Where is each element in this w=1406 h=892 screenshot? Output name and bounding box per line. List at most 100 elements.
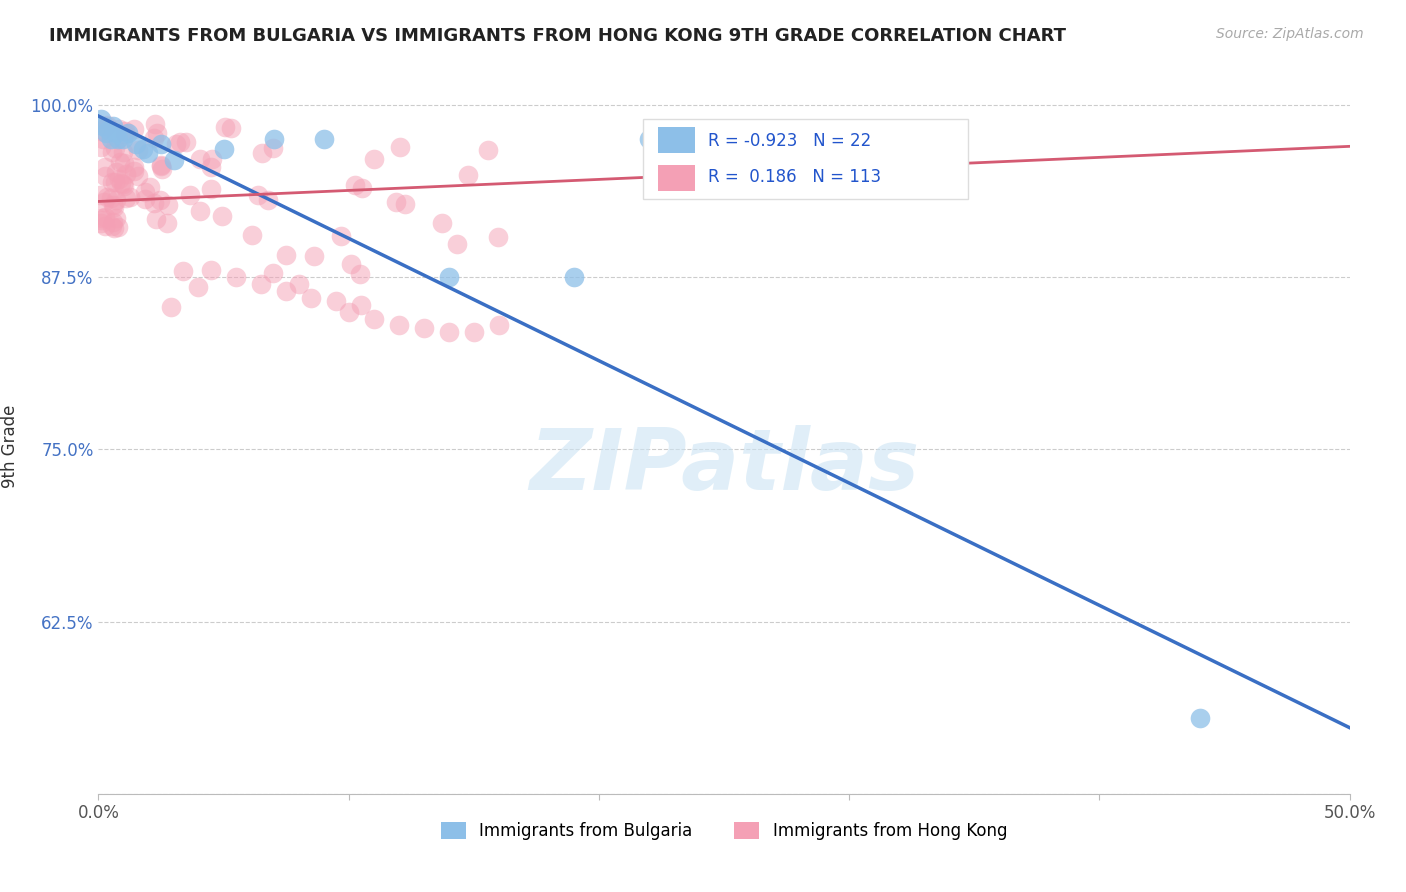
Point bbox=[90, 112, 112, 126]
Point bbox=[127, 169, 149, 183]
Point bbox=[200, 263, 222, 277]
Point bbox=[274, 284, 298, 298]
Point bbox=[103, 215, 125, 229]
Y-axis label: 9th Grade: 9th Grade bbox=[1, 404, 20, 488]
Point bbox=[103, 119, 125, 133]
Point bbox=[104, 193, 127, 207]
Point bbox=[157, 197, 180, 211]
Point bbox=[101, 175, 124, 189]
Point bbox=[101, 145, 124, 159]
Point bbox=[93, 119, 115, 133]
Point bbox=[105, 211, 128, 226]
Point bbox=[201, 152, 224, 166]
Point bbox=[350, 298, 373, 312]
Point bbox=[274, 248, 297, 262]
Point bbox=[94, 126, 117, 140]
Point bbox=[165, 136, 187, 151]
Point bbox=[108, 172, 131, 186]
Text: R =  0.186   N = 113: R = 0.186 N = 113 bbox=[707, 169, 882, 186]
Point bbox=[172, 264, 194, 278]
Point bbox=[187, 279, 209, 293]
Point bbox=[325, 293, 347, 308]
Point bbox=[112, 178, 135, 192]
Point bbox=[89, 187, 111, 202]
Point bbox=[240, 228, 263, 243]
Point bbox=[112, 178, 135, 193]
Point bbox=[394, 196, 416, 211]
Point bbox=[412, 321, 434, 335]
Point bbox=[127, 143, 149, 157]
Point bbox=[344, 178, 367, 192]
FancyBboxPatch shape bbox=[658, 127, 696, 153]
Point bbox=[488, 318, 510, 333]
Point bbox=[150, 136, 173, 151]
Point bbox=[252, 145, 274, 160]
Point bbox=[457, 168, 479, 182]
Point bbox=[352, 181, 374, 195]
Point bbox=[114, 127, 136, 141]
Point bbox=[143, 117, 166, 131]
FancyBboxPatch shape bbox=[658, 165, 696, 191]
Point bbox=[139, 180, 162, 194]
Point bbox=[94, 119, 117, 133]
Point bbox=[169, 136, 191, 150]
Point bbox=[463, 326, 485, 340]
Text: IMMIGRANTS FROM BULGARIA VS IMMIGRANTS FROM HONG KONG 9TH GRADE CORRELATION CHAR: IMMIGRANTS FROM BULGARIA VS IMMIGRANTS F… bbox=[49, 27, 1066, 45]
Point bbox=[112, 156, 135, 170]
Point bbox=[91, 132, 114, 146]
Point bbox=[214, 120, 236, 134]
Point bbox=[103, 220, 125, 235]
Point bbox=[134, 186, 156, 200]
Point bbox=[90, 140, 112, 154]
Point bbox=[486, 229, 509, 244]
Point bbox=[287, 277, 309, 292]
Point bbox=[299, 291, 322, 305]
Point bbox=[108, 121, 131, 136]
Point bbox=[188, 204, 211, 219]
Point bbox=[93, 194, 115, 209]
Point bbox=[114, 191, 136, 205]
FancyBboxPatch shape bbox=[643, 119, 969, 199]
Point bbox=[200, 182, 222, 196]
Point bbox=[90, 216, 112, 230]
Point bbox=[212, 142, 235, 156]
Point bbox=[110, 176, 132, 190]
Point bbox=[94, 219, 117, 233]
Point bbox=[188, 152, 211, 166]
Point bbox=[179, 188, 201, 202]
Point bbox=[262, 141, 284, 155]
Point bbox=[112, 145, 135, 159]
Point bbox=[94, 210, 117, 224]
Point bbox=[262, 267, 284, 281]
Point bbox=[302, 249, 325, 263]
Point bbox=[107, 220, 129, 235]
Point bbox=[125, 136, 148, 151]
Point bbox=[150, 159, 173, 173]
Point bbox=[162, 153, 184, 168]
Point bbox=[142, 131, 165, 145]
Point bbox=[132, 142, 155, 156]
Point bbox=[104, 126, 127, 140]
Point bbox=[120, 189, 142, 203]
Point bbox=[145, 211, 167, 226]
Point bbox=[114, 167, 136, 181]
Point bbox=[150, 162, 173, 177]
Point bbox=[103, 200, 125, 214]
Point bbox=[477, 143, 499, 157]
Point bbox=[100, 191, 122, 205]
Point bbox=[160, 300, 183, 314]
Point bbox=[90, 123, 112, 137]
Point bbox=[104, 141, 127, 155]
Point bbox=[340, 257, 363, 271]
Point bbox=[100, 219, 122, 233]
Point bbox=[114, 124, 136, 138]
Point bbox=[138, 146, 160, 161]
Point bbox=[107, 132, 129, 146]
Point bbox=[337, 304, 360, 318]
Point bbox=[312, 132, 335, 146]
Point bbox=[143, 196, 166, 211]
Point bbox=[90, 211, 112, 225]
Point bbox=[437, 326, 460, 340]
Point bbox=[101, 198, 124, 212]
Point bbox=[122, 160, 145, 174]
